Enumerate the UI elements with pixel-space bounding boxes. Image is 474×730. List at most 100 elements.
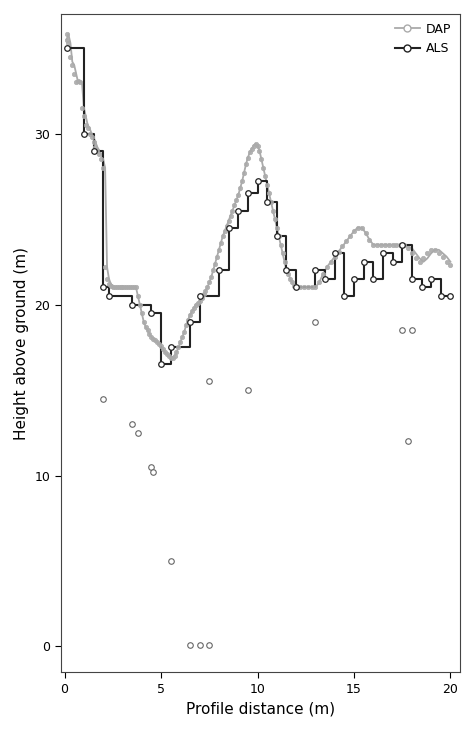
Point bbox=[279, 247, 286, 259]
Point bbox=[203, 282, 211, 293]
Point bbox=[230, 199, 238, 211]
Point bbox=[447, 290, 454, 301]
Point bbox=[128, 418, 136, 430]
Point bbox=[103, 273, 111, 285]
Point bbox=[125, 282, 132, 293]
Point bbox=[215, 244, 223, 256]
Point bbox=[182, 319, 190, 331]
Point bbox=[424, 247, 431, 259]
Point bbox=[167, 342, 174, 353]
Point bbox=[171, 350, 178, 361]
Point bbox=[235, 189, 242, 201]
Point bbox=[235, 204, 242, 216]
Point bbox=[217, 237, 225, 249]
Point bbox=[154, 337, 161, 348]
Point bbox=[264, 179, 271, 191]
Point bbox=[255, 145, 263, 156]
Point bbox=[428, 273, 435, 285]
Point bbox=[76, 77, 84, 88]
Point bbox=[159, 343, 167, 355]
Point bbox=[287, 273, 294, 285]
Point bbox=[389, 256, 396, 268]
Point bbox=[219, 231, 227, 242]
Point bbox=[370, 273, 377, 285]
Point bbox=[291, 280, 298, 291]
Point bbox=[138, 307, 146, 319]
Point bbox=[100, 162, 107, 174]
Point bbox=[238, 176, 246, 188]
Point bbox=[196, 296, 203, 307]
Point bbox=[213, 251, 221, 263]
Point bbox=[71, 68, 78, 80]
Point bbox=[431, 244, 439, 256]
Point bbox=[115, 282, 122, 293]
Point bbox=[240, 167, 248, 179]
Point bbox=[196, 290, 203, 301]
Point bbox=[128, 299, 136, 310]
Point bbox=[157, 339, 165, 351]
Point bbox=[362, 227, 369, 239]
X-axis label: Profile distance (m): Profile distance (m) bbox=[186, 701, 335, 716]
Point bbox=[265, 188, 273, 199]
Point bbox=[84, 123, 91, 134]
Point bbox=[215, 264, 223, 276]
Point bbox=[377, 239, 385, 250]
Point bbox=[90, 137, 97, 148]
Point bbox=[100, 282, 107, 293]
Point bbox=[244, 152, 252, 164]
Point bbox=[128, 282, 136, 293]
Point bbox=[267, 196, 275, 208]
Point bbox=[194, 297, 201, 309]
Point bbox=[208, 272, 215, 283]
Point bbox=[254, 139, 261, 151]
Point bbox=[419, 253, 427, 264]
Legend: DAP, ALS: DAP, ALS bbox=[390, 18, 456, 60]
Point bbox=[66, 51, 74, 63]
Point bbox=[147, 461, 155, 473]
Point bbox=[80, 128, 88, 139]
Point bbox=[69, 59, 76, 71]
Point bbox=[105, 278, 113, 290]
Point bbox=[169, 352, 176, 364]
Point bbox=[113, 282, 120, 293]
Point bbox=[439, 251, 447, 263]
Point bbox=[63, 34, 70, 45]
Point bbox=[210, 264, 217, 276]
Point bbox=[74, 74, 82, 86]
Point bbox=[428, 244, 435, 256]
Point bbox=[304, 282, 311, 293]
Point bbox=[140, 316, 147, 328]
Point bbox=[273, 231, 281, 242]
Point bbox=[174, 342, 182, 353]
Point bbox=[316, 277, 323, 288]
Point bbox=[150, 466, 157, 478]
Point bbox=[418, 282, 425, 293]
Point bbox=[173, 347, 180, 358]
Point bbox=[273, 222, 281, 234]
Point bbox=[443, 256, 450, 268]
Point bbox=[90, 145, 97, 156]
Point bbox=[284, 268, 292, 280]
Point bbox=[408, 247, 416, 259]
Point bbox=[206, 277, 213, 288]
Point bbox=[296, 282, 304, 293]
Point bbox=[392, 239, 400, 250]
Point bbox=[277, 239, 284, 250]
Point bbox=[275, 231, 283, 242]
Point bbox=[161, 347, 169, 358]
Point bbox=[311, 264, 319, 276]
Point bbox=[78, 102, 86, 114]
Point bbox=[262, 171, 269, 182]
Point bbox=[283, 264, 290, 276]
Point bbox=[225, 215, 232, 226]
Point bbox=[109, 282, 117, 293]
Point bbox=[408, 324, 416, 336]
Point bbox=[381, 239, 389, 250]
Point bbox=[401, 239, 408, 250]
Point bbox=[98, 153, 105, 165]
Point bbox=[186, 639, 194, 650]
Point bbox=[228, 204, 236, 216]
Point bbox=[311, 316, 319, 328]
Point bbox=[93, 145, 101, 156]
Point bbox=[147, 307, 155, 319]
